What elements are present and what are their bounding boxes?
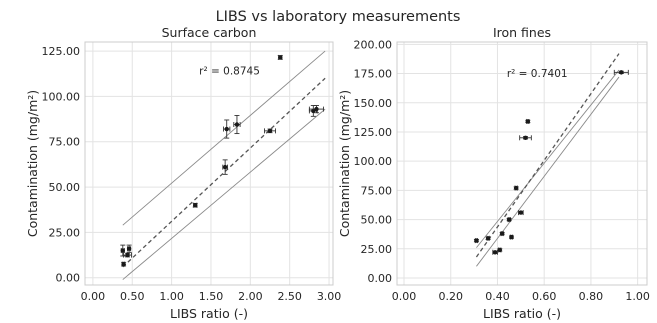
x-tick-label: 3.00	[317, 290, 342, 303]
plot-frame	[396, 41, 648, 286]
data-point	[121, 261, 126, 267]
plot-frame	[84, 41, 334, 286]
x-tick-label: 0.40	[485, 290, 510, 303]
y-tick-label: 150.00	[354, 97, 393, 110]
x-axis-label: LIBS ratio (-)	[483, 306, 561, 321]
chart-surface-carbon: 0.00 0.50 1.00 1.50 2.00 2.50 3.00 0.00 25.00 50.…	[25, 25, 341, 321]
data-point	[120, 248, 125, 253]
data-point	[224, 126, 229, 132]
data-point	[492, 250, 498, 255]
lower-bound-line	[122, 108, 326, 280]
y-tick-label: 25.00	[49, 226, 81, 239]
y-tick-label: 50.00	[361, 214, 393, 227]
data-point	[234, 122, 240, 127]
x-tick-label: 0.50	[120, 290, 145, 303]
regression-line	[475, 53, 620, 258]
data-point	[513, 185, 519, 191]
plot-area	[396, 41, 648, 286]
data-point	[499, 231, 505, 236]
data-point	[518, 210, 524, 215]
data-point	[278, 55, 283, 60]
upper-bound-line	[476, 69, 620, 248]
plot-area	[84, 41, 334, 286]
x-tick-label: 2.00	[238, 290, 263, 303]
y-tick-label: 200.00	[354, 38, 393, 51]
data-point	[474, 238, 479, 243]
data-point	[523, 135, 528, 140]
x-tick-label: 0.80	[579, 290, 604, 303]
data-point	[485, 236, 491, 241]
figure-title: LIBS vs laboratory measurements	[216, 9, 461, 25]
data-point	[509, 234, 514, 240]
data-point	[314, 106, 319, 112]
x-tick-label: 1.00	[625, 290, 650, 303]
y-tick-label: 0.00	[56, 272, 81, 285]
r-squared-annotation: r² = 0.8745	[199, 66, 260, 78]
y-tick-label: 125.00	[42, 45, 81, 58]
data-point	[126, 246, 132, 251]
data-point	[222, 164, 228, 170]
y-tick-label: 100.00	[42, 90, 81, 103]
x-tick-label: 0.60	[532, 290, 557, 303]
data-point	[497, 247, 503, 253]
y-tick-label: 0.00	[368, 272, 393, 285]
r-squared-annotation: r² = 0.7401	[507, 68, 568, 80]
x-tick-label: 0.00	[81, 290, 106, 303]
chart-title: Iron fines	[493, 25, 551, 40]
chart-title: Surface carbon	[162, 25, 257, 40]
x-tick-label: 2.50	[277, 290, 302, 303]
y-tick-label: 25.00	[361, 243, 393, 256]
data-point	[506, 217, 512, 222]
x-axis-label: LIBS ratio (-)	[170, 306, 248, 321]
y-axis-label: Contamination (mg/m²)	[337, 90, 352, 237]
data-point	[125, 252, 130, 258]
y-tick-label: 125.00	[354, 126, 393, 139]
y-tick-label: 175.00	[354, 68, 393, 81]
x-tick-label: 1.50	[199, 290, 224, 303]
x-tick-label: 0.20	[438, 290, 463, 303]
data-point	[267, 128, 273, 134]
chart-iron-fines: 0.00 0.20 0.40 0.60 0.80 1.00 0.00 25.00 50.00 75…	[337, 25, 650, 321]
y-tick-label: 75.00	[361, 184, 393, 197]
data-point	[619, 70, 624, 75]
y-axis-label: Contamination (mg/m²)	[25, 90, 40, 237]
y-tick-label: 75.00	[49, 136, 81, 149]
data-point	[193, 203, 198, 208]
y-tick-label: 100.00	[354, 155, 393, 168]
x-tick-label: 0.00	[392, 290, 417, 303]
upper-bound-line	[122, 50, 326, 226]
y-tick-label: 50.00	[49, 181, 81, 194]
data-point	[525, 119, 531, 124]
x-tick-label: 1.00	[159, 290, 184, 303]
